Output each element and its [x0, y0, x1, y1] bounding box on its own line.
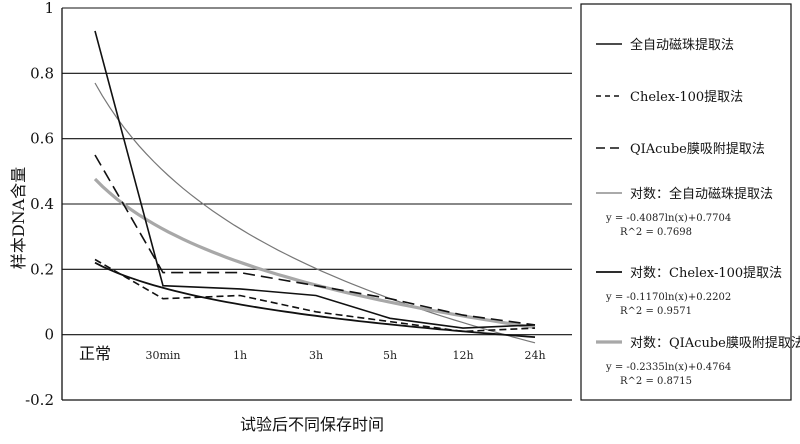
- x-axis-title: 试验后不同保存时间: [240, 415, 384, 434]
- series-lines: [94, 30, 536, 333]
- y-tick-label: 0.4: [30, 195, 54, 213]
- legend-trend-label-3: 对数：QIAcube膜吸附提取法: [630, 335, 800, 351]
- y-tick-label: 0.6: [30, 130, 54, 148]
- y-tick-label: -0.2: [25, 391, 54, 409]
- x-tick-label: 3h: [309, 349, 323, 362]
- legend-label-3: QIAcube膜吸附提取法: [630, 141, 765, 157]
- legend-trend-label-1: 对数：全自动磁珠提取法: [630, 186, 773, 202]
- legend-trend-r2-3: R^2 = 0.8715: [620, 376, 692, 387]
- y-axis-title: 样本DNA含量: [9, 167, 28, 269]
- x-tick-label: 12h: [452, 349, 473, 362]
- y-axis-ticks: 1 0.8 0.6 0.4 0.2 0 -0.2: [25, 0, 54, 409]
- x-tick-label: 30min: [145, 349, 180, 362]
- legend-trend-r2-1: R^2 = 0.7698: [620, 227, 692, 238]
- legend-box: [580, 3, 792, 401]
- y-tick-label: 0.8: [30, 64, 54, 82]
- x-tick-label: 24h: [524, 349, 545, 362]
- legend-label-2: Chelex-100提取法: [630, 89, 743, 105]
- x-tick-label: 1h: [233, 349, 247, 362]
- x-tick-label: 正常: [79, 344, 111, 363]
- legend-label-1: 全自动磁珠提取法: [630, 37, 734, 53]
- legend-trend-equation-2: y = -0.1170ln(x)+0.2202: [605, 292, 731, 303]
- series-line-2: [94, 258, 536, 333]
- legend-trend-equation-1: y = -0.4087ln(x)+0.7704: [605, 213, 731, 224]
- series-line-3: [94, 154, 536, 326]
- y-tick-label: 0: [44, 326, 54, 344]
- trendline-2: [94, 261, 536, 338]
- legend-trend-equation-3: y = -0.2335ln(x)+0.4764: [605, 362, 731, 373]
- y-tick-label: 0.2: [30, 260, 54, 278]
- trendline-3: [93, 177, 536, 330]
- y-tick-label: 1: [44, 0, 54, 17]
- x-tick-label: 5h: [383, 349, 397, 362]
- legend-trend-r2-2: R^2 = 0.9571: [620, 306, 692, 317]
- trendline-1: [94, 82, 536, 344]
- x-axis-ticks: 正常 30min 1h 3h 5h 12h 24h: [79, 344, 546, 363]
- trend-lines: [93, 82, 536, 344]
- legend: 全自动磁珠提取法 Chelex-100提取法 QIAcube膜吸附提取法对数：全自动…: [580, 3, 800, 401]
- legend-trend-label-2: 对数：Chelex-100提取法: [630, 265, 782, 281]
- series-line-1: [94, 30, 536, 329]
